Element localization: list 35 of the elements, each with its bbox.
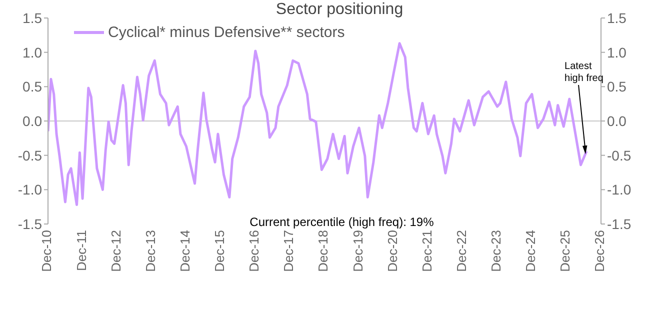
x-tick-label: Dec-11	[74, 230, 89, 271]
x-tick-label: Dec-12	[108, 230, 124, 272]
y2-tick-label: 0.5	[607, 78, 627, 95]
x-tick-label: Dec-24	[523, 230, 538, 272]
annotation: Current percentile (high freq): 19%	[250, 215, 434, 230]
annotation: Latest high freq	[564, 61, 604, 84]
y2-tick-label: -0.5	[607, 147, 632, 164]
x-tick-label: Dec-15	[212, 230, 228, 272]
y-tick-label: -0.5	[18, 147, 42, 164]
x-tick-label: Dec-25	[558, 230, 573, 272]
x-tick-label: Dec-20	[384, 230, 400, 272]
x-tick-label: Dec-14	[177, 230, 192, 272]
y-tick-label: 1.5	[22, 10, 42, 26]
y-tick-label: 0.5	[22, 78, 42, 95]
x-tick-label: Dec-10	[39, 230, 54, 272]
x-tick-label: Dec-17	[281, 230, 296, 272]
x-tick-label: Dec-19	[350, 230, 366, 272]
y2-tick-label: 1.0	[607, 44, 627, 60]
y2-tick-label: -1.5	[607, 216, 632, 232]
x-tick-label: Dec-16	[246, 230, 262, 272]
y-tick-label: -1.0	[18, 182, 42, 198]
x-tick-label: Dec-23	[488, 230, 504, 272]
chart-title: Sector positioning	[276, 1, 404, 18]
y-tick-label: -1.5	[18, 216, 42, 232]
y2-tick-label: -1.0	[607, 182, 632, 198]
x-tick-label: Dec-18	[316, 230, 331, 272]
x-tick-label: Dec-22	[454, 230, 469, 272]
y2-tick-label: 0.0	[607, 112, 627, 129]
y-tick-label: 0.0	[22, 112, 42, 129]
x-tick-label: Dec-26	[592, 230, 608, 272]
legend-label: Cyclical* minus Defensive** sectors	[107, 24, 345, 41]
y2-tick-label: 1.5	[607, 10, 627, 26]
y-tick-label: 1.0	[22, 44, 42, 60]
x-tick-label: Dec-21	[419, 230, 434, 272]
x-tick-label: Dec-13	[142, 230, 158, 272]
